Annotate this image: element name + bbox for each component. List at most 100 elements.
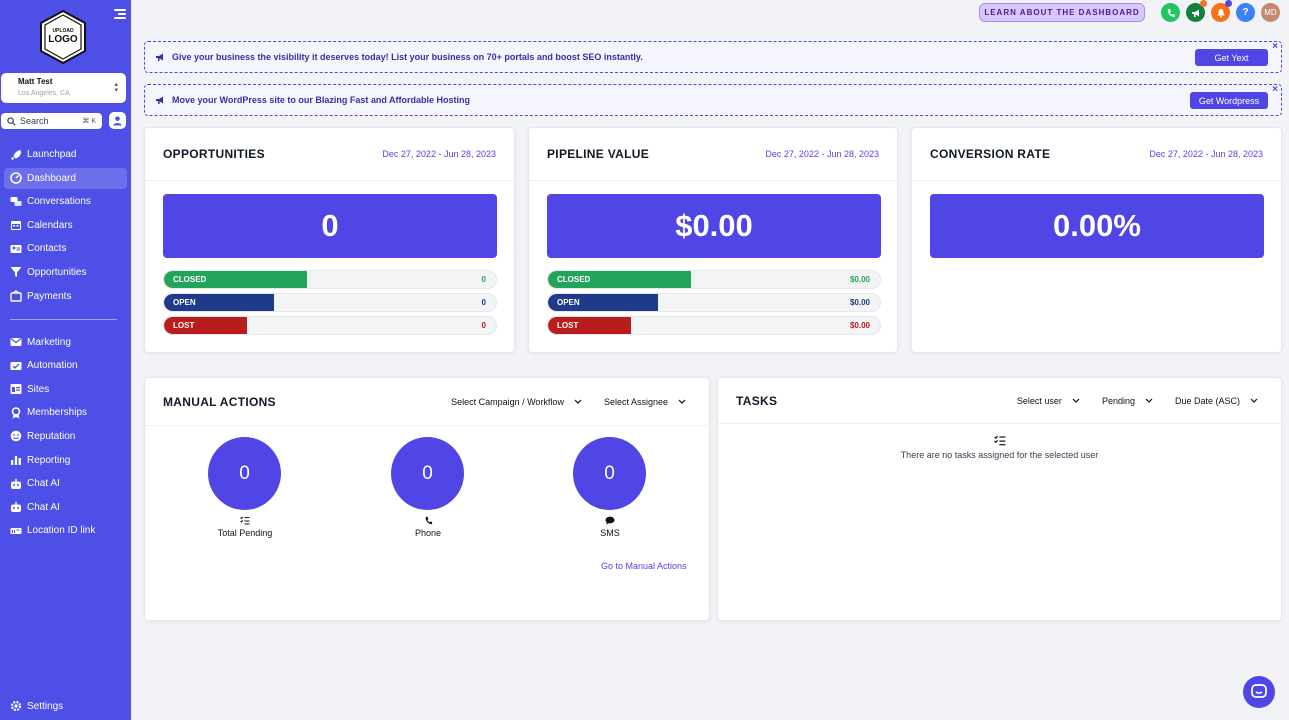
phone-stat[interactable]: 0 Phone [391, 437, 465, 538]
account-switcher[interactable]: Matt Test Los Angeles, CA ▴ ▾ [1, 73, 126, 103]
search-button[interactable]: Search ⌘ K [1, 113, 102, 129]
opportunities-card: OPPORTUNITIES Dec 27, 2022 - Jun 28, 202… [144, 127, 515, 353]
chevron-updown-icon: ▴ ▾ [114, 81, 118, 94]
sidebar-item-payments[interactable]: Payments [4, 286, 127, 307]
notifications-button[interactable] [1211, 0, 1232, 22]
learn-dashboard-button[interactable]: LEARN ABOUT THE DASHBOARD [979, 3, 1145, 22]
sidebar-item-dashboard[interactable]: Dashboard [4, 167, 127, 189]
sidebar-item-chat-ai[interactable]: Chat AI [4, 497, 127, 518]
account-name: Matt Test [18, 77, 53, 86]
lost-bar[interactable]: LOST 0 [163, 316, 497, 335]
sidebar-item-automation[interactable]: Automation [4, 355, 127, 376]
account-location: Los Angeles, CA [18, 90, 70, 97]
bar-label: LOST [173, 321, 195, 330]
bar-label: CLOSED [557, 275, 591, 284]
date-range[interactable]: Dec 27, 2022 - Jun 28, 2023 [382, 149, 496, 159]
sidebar-item-chat-ai[interactable]: Chat AI [4, 473, 127, 494]
bar-label: LOST [557, 321, 579, 330]
tasks-empty-state: There are no tasks assigned for the sele… [718, 435, 1281, 460]
chevron-down-icon [574, 399, 582, 404]
assignee-select[interactable]: Select Assignee [604, 397, 686, 407]
pipeline-value-card: PIPELINE VALUE Dec 27, 2022 - Jun 28, 20… [528, 127, 898, 353]
stat-value: 0 [208, 437, 281, 510]
sidebar-item-reporting[interactable]: Reporting [4, 450, 127, 471]
avatar[interactable]: MD [1261, 3, 1280, 22]
phone-icon [391, 516, 465, 526]
open-bar[interactable]: OPEN 0 [163, 293, 497, 312]
sidebar-item-label: Payments [27, 290, 72, 302]
search-icon [7, 116, 16, 126]
sidebar-item-conversations[interactable]: Conversations [4, 191, 127, 212]
announcements-button[interactable] [1186, 0, 1207, 22]
open-bar[interactable]: OPEN $0.00 [547, 293, 881, 312]
conversion-rate-card: CONVERSION RATE Dec 27, 2022 - Jun 28, 2… [911, 127, 1282, 353]
user-select[interactable]: Select user [1017, 396, 1080, 406]
reputation-icon [10, 430, 22, 442]
banner-wordpress: Move your WordPress site to our Blazing … [144, 84, 1282, 116]
go-to-manual-actions-link[interactable]: Go to Manual Actions [601, 561, 687, 571]
settings-label: Settings [27, 700, 64, 712]
link-icon [10, 525, 22, 537]
sidebar-item-label: Calendars [27, 219, 73, 231]
search-label: Search [20, 116, 49, 126]
phone-call-button[interactable] [1161, 3, 1180, 22]
campaign-select[interactable]: Select Campaign / Workflow [451, 397, 582, 407]
get-wordpress-button[interactable]: Get Wordpress [1190, 92, 1268, 109]
sidebar-item-location-id-link[interactable]: Location ID link [4, 520, 127, 541]
sidebar-item-label: Automation [27, 360, 78, 372]
notification-dot [1225, 0, 1232, 7]
menu-toggle-icon[interactable] [114, 9, 126, 21]
bar-label: CLOSED [173, 275, 207, 284]
help-button[interactable]: ? [1236, 3, 1255, 22]
chat-widget-button[interactable] [1243, 676, 1275, 708]
card-title: PIPELINE VALUE [547, 147, 649, 161]
closed-bar[interactable]: CLOSED 0 [163, 270, 497, 289]
megaphone-icon [155, 52, 165, 62]
close-icon[interactable]: × [1272, 41, 1278, 52]
sidebar-item-contacts[interactable]: Contacts [4, 238, 127, 259]
chat-icon [10, 196, 22, 208]
sidebar-item-label: Memberships [27, 407, 88, 419]
sms-stat[interactable]: 0 SMS [573, 437, 647, 538]
bar-value: $0.00 [849, 275, 870, 284]
sidebar-item-label: Marketing [27, 336, 71, 348]
lost-bar[interactable]: LOST $0.00 [547, 316, 881, 335]
stat-label: Phone [414, 528, 442, 538]
status-select[interactable]: Pending [1102, 396, 1153, 406]
sidebar-item-sites[interactable]: Sites [4, 379, 127, 400]
upload-logo[interactable]: UPLOAD LOGO [39, 10, 87, 64]
close-icon[interactable]: × [1272, 84, 1278, 95]
stat-label: Total Pending [217, 528, 273, 538]
funnel-icon [10, 266, 22, 278]
sidebar-item-opportunities[interactable]: Opportunities [4, 262, 127, 283]
sidebar-item-label: Conversations [27, 196, 91, 208]
sort-select[interactable]: Due Date (ASC) [1175, 396, 1258, 406]
assignee-select-label: Select Assignee [603, 396, 668, 407]
bell-icon [1216, 8, 1225, 18]
sidebar-item-marketing[interactable]: Marketing [4, 332, 127, 353]
sidebar-item-label: Launchpad [27, 149, 77, 160]
date-range[interactable]: Dec 27, 2022 - Jun 28, 2023 [1149, 149, 1263, 159]
stat-value: 0 [391, 437, 464, 510]
profile-button[interactable] [109, 112, 126, 129]
card-title: CONVERSION RATE [930, 147, 1051, 161]
closed-bar[interactable]: CLOSED $0.00 [547, 270, 881, 289]
get-yext-button[interactable]: Get Yext [1195, 49, 1268, 66]
bar-value: 0 [481, 275, 486, 284]
robot-icon [10, 478, 22, 490]
sidebar-item-launchpad[interactable]: Launchpad [4, 144, 127, 165]
sidebar-item-settings[interactable]: Settings [10, 700, 63, 712]
total-pending-stat[interactable]: 0 Total Pending [208, 437, 282, 538]
sidebar-item-calendars[interactable]: Calendars [4, 215, 127, 236]
checklist-icon [208, 516, 282, 526]
reporting-icon [10, 454, 22, 466]
checklist-icon [718, 435, 1281, 446]
stat-label: SMS [600, 528, 620, 538]
contacts-icon [10, 243, 22, 255]
sidebar-item-memberships[interactable]: Memberships [4, 402, 127, 423]
user-select-label: Select user [1016, 395, 1062, 406]
bar-label: OPEN [173, 298, 196, 307]
bar-value: $0.00 [849, 298, 870, 307]
date-range[interactable]: Dec 27, 2022 - Jun 28, 2023 [765, 149, 879, 159]
sidebar-item-reputation[interactable]: Reputation [4, 426, 127, 447]
